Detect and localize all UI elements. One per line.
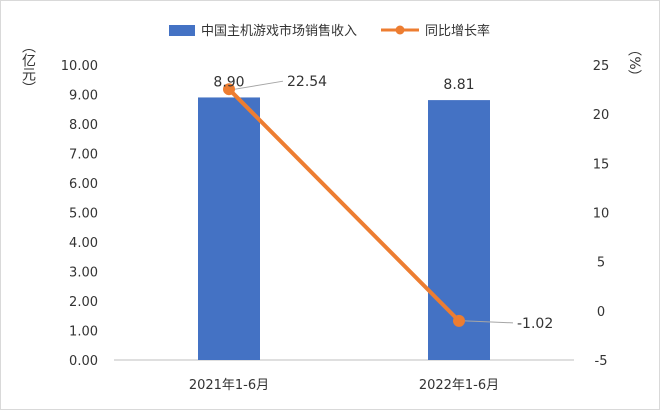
data-labels: 8.90 8.81 22.54 -1.02 (213, 74, 553, 332)
left-tick-label: 6.00 (69, 177, 98, 192)
growth-value-label: -1.02 (517, 316, 553, 332)
right-tick-label: 20 (593, 108, 610, 123)
right-tick-label: 5 (597, 256, 605, 271)
left-tick-label: 8.00 (69, 118, 98, 133)
right-tick-label: 15 (593, 157, 610, 172)
left-tick-label: 1.00 (69, 325, 98, 340)
right-tick-label: 0 (597, 305, 605, 320)
left-tick-label: 4.00 (69, 236, 98, 251)
legend-line-marker (395, 25, 405, 35)
legend-line-label: 同比增长率 (425, 23, 490, 39)
left-tick-label: 5.00 (69, 207, 98, 222)
right-tick-label: 10 (593, 207, 610, 222)
right-axis-ticks: -5 0 5 10 15 20 25 (593, 59, 610, 369)
growth-value-label: 22.54 (287, 74, 327, 90)
left-axis-unit: （亿元） (20, 39, 36, 95)
left-tick-label: 10.00 (61, 59, 98, 74)
growth-point-2 (453, 314, 465, 327)
left-tick-label: 2.00 (69, 295, 98, 310)
legend: 中国主机游戏市场销售收入 同比增长率 (169, 23, 490, 39)
category-labels: 2021年1-6月 2022年1-6月 (189, 378, 499, 393)
category-label: 2021年1-6月 (189, 378, 269, 393)
bar-value-label: 8.81 (443, 77, 474, 93)
right-axis-unit: （%） (626, 42, 642, 83)
left-tick-label: 9.00 (69, 89, 98, 104)
growth-line (223, 83, 465, 327)
legend-bar-swatch (169, 25, 195, 36)
bar-1 (198, 97, 260, 360)
growth-point-1 (223, 83, 235, 96)
left-tick-label: 7.00 (69, 148, 98, 163)
left-axis-ticks: 0.00 1.00 2.00 3.00 4.00 5.00 6.00 7.00 8.00 9.00… (61, 59, 98, 369)
bar-value-label: 8.90 (213, 74, 244, 90)
left-tick-label: 0.00 (69, 354, 98, 369)
right-tick-label: 25 (593, 59, 610, 74)
leader-line (234, 80, 284, 90)
bars (198, 97, 490, 360)
growth-line-path (227, 87, 461, 323)
legend-bar-label: 中国主机游戏市场销售收入 (201, 23, 357, 39)
left-tick-label: 3.00 (69, 266, 98, 281)
category-label: 2022年1-6月 (419, 378, 499, 393)
right-tick-label: -5 (595, 354, 608, 369)
leader-line (464, 320, 514, 324)
